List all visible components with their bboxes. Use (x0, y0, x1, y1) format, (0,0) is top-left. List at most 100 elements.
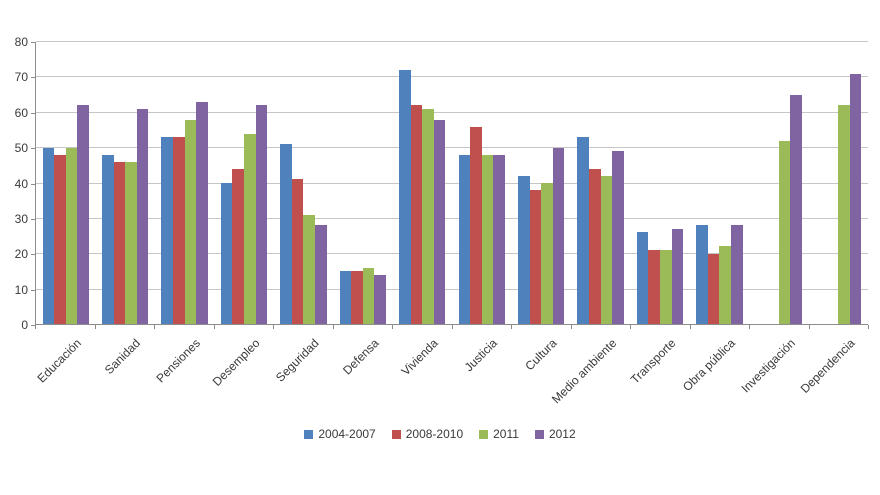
bar-pensiones-2008-2010 (172, 137, 185, 324)
bar-vivienda-2004-2007 (399, 70, 411, 324)
legend-swatch-2012 (534, 429, 544, 439)
y-axis-tick-label: 50 (14, 141, 28, 156)
bar-pensiones-2004-2007 (161, 137, 173, 324)
bar-investigación-2011 (778, 140, 791, 324)
bar-medio-ambiente-2011 (600, 175, 613, 324)
y-axis-tick (31, 148, 35, 150)
bar-transporte-2012 (671, 228, 684, 324)
legend-swatch-2004-2007 (304, 429, 314, 439)
x-axis-label-dependencia: Dependencia (797, 336, 858, 396)
bar-group-vivienda (393, 42, 452, 324)
y-axis-tick-label: 0 (21, 318, 28, 332)
x-axis-label-justicia: Justicia (461, 336, 501, 375)
gridline-y-30 (36, 217, 868, 219)
bar-group-educación (36, 42, 95, 324)
y-axis-tick (31, 112, 35, 114)
legend-swatch-2011 (479, 429, 489, 439)
gridline-y-70 (36, 76, 868, 78)
bar-series-container (36, 42, 868, 324)
y-axis-tick-label: 30 (14, 211, 28, 226)
bar-medio-ambiente-2012 (612, 151, 624, 324)
legend-label: 2008-2010 (405, 427, 464, 441)
gridline-y-80 (36, 41, 868, 42)
bar-obra-pública-2008-2010 (707, 253, 720, 324)
y-axis-tick (31, 289, 35, 291)
bar-obra-pública-2012 (730, 225, 743, 324)
bar-group-dependencia (808, 42, 867, 324)
bar-vivienda-2011 (422, 108, 434, 324)
bar-desempleo-2012 (255, 105, 268, 324)
bar-sanidad-2012 (136, 108, 149, 324)
x-axis-tick (392, 325, 393, 329)
bar-justicia-2008-2010 (470, 126, 482, 324)
legend-item-2004-2007: 2004-2007 (304, 427, 376, 441)
bar-seguridad-2012 (314, 225, 327, 324)
bar-cultura-2004-2007 (517, 175, 530, 324)
x-axis-label-sanidad: Sanidad (102, 336, 144, 378)
gridline-y-50 (36, 147, 868, 149)
plot-area (35, 41, 868, 325)
x-axis-label-cultura: Cultura (522, 336, 560, 374)
bar-transporte-2011 (659, 249, 672, 324)
x-axis-tick (511, 325, 512, 329)
bar-defensa-2011 (362, 267, 375, 324)
bar-educación-2004-2007 (42, 147, 55, 324)
bar-defensa-2004-2007 (339, 271, 352, 324)
bar-group-desempleo (214, 42, 273, 324)
bar-sanidad-2004-2007 (101, 154, 114, 324)
gridline-y-20 (36, 253, 868, 255)
bar-justicia-2011 (481, 154, 494, 324)
x-axis-tick (35, 325, 36, 329)
legend: 2004-2007 2008-2010 2011 2012 (0, 427, 880, 441)
x-axis-tick (749, 325, 750, 329)
y-axis-tick-label: 10 (14, 282, 28, 297)
bar-cultura-2008-2010 (529, 190, 542, 324)
bar-educación-2012 (77, 105, 89, 324)
bar-desempleo-2008-2010 (232, 168, 244, 324)
x-axis-label-obra-pública: Obra pública (680, 336, 739, 395)
x-axis-tick (213, 325, 215, 329)
bar-desempleo-2004-2007 (220, 183, 233, 324)
bar-educación-2011 (65, 147, 78, 324)
bar-educación-2008-2010 (54, 154, 66, 324)
y-axis-tick-label: 60 (14, 105, 28, 120)
bar-sanidad-2011 (125, 161, 137, 324)
bar-group-cultura (511, 42, 570, 324)
bar-investigación-2012 (790, 94, 802, 324)
legend-label: 2004-2007 (318, 427, 376, 441)
bar-group-seguridad (274, 42, 333, 324)
bar-vivienda-2008-2010 (410, 105, 423, 324)
x-axis-tick (689, 325, 691, 329)
x-axis-tick (630, 325, 631, 329)
bar-defensa-2012 (374, 274, 386, 324)
x-axis-label-defensa: Defensa (339, 336, 382, 378)
x-axis-tick (273, 325, 274, 329)
bar-seguridad-2011 (303, 214, 315, 324)
bar-pensiones-2011 (184, 119, 197, 324)
bar-group-obra-pública (690, 42, 749, 324)
bar-group-transporte (630, 42, 689, 324)
gridline-y-60 (36, 111, 868, 113)
bar-justicia-2004-2007 (458, 154, 471, 324)
x-axis-tick (94, 325, 96, 329)
bar-dependencia-2011 (838, 105, 850, 324)
y-axis-tick (31, 42, 35, 43)
bar-group-pensiones (155, 42, 214, 324)
x-axis-label-transporte: Transporte (628, 336, 679, 387)
x-axis-tick (451, 325, 453, 329)
y-axis-tick-label: 70 (14, 70, 28, 85)
bar-dependencia-2012 (849, 73, 862, 324)
x-axis-label-investigación: Investigación (738, 336, 798, 396)
y-axis-tick-label: 40 (14, 176, 28, 191)
bar-obra-pública-2011 (719, 246, 731, 324)
x-axis-label-vivienda: Vivienda (398, 336, 441, 379)
x-axis-tick (332, 325, 334, 329)
x-axis-labels: Educación Sanidad Pensiones Desempleo Seguri… (34, 336, 868, 416)
bar-medio-ambiente-2004-2007 (577, 137, 589, 324)
bar-group-medio-ambiente (571, 42, 630, 324)
legend-label: 2011 (493, 427, 519, 441)
legend-swatch-2008-2010 (391, 429, 401, 439)
legend-label: 2012 (548, 427, 576, 441)
legend-item-2011: 2011 (479, 427, 519, 441)
